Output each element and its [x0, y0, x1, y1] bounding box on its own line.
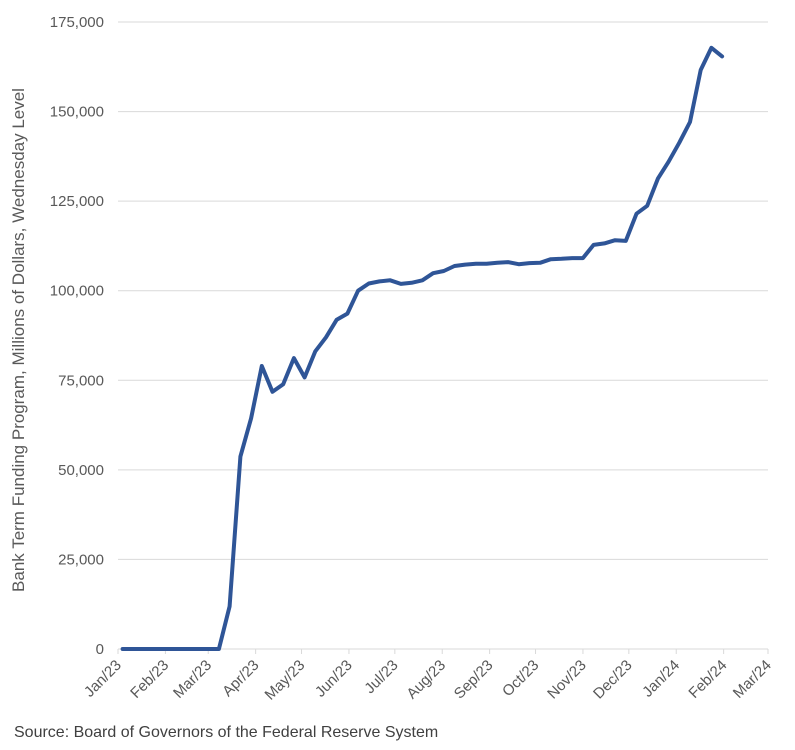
y-tick-label: 150,000	[50, 104, 104, 121]
x-tick-label: Mar/23	[170, 657, 215, 702]
y-tick-label: 75,000	[58, 372, 104, 389]
x-tick-label: Jan/24	[639, 657, 683, 701]
y-axis-title: Bank Term Funding Program, Millions of D…	[9, 88, 28, 592]
x-tick-label: May/23	[262, 657, 309, 704]
x-tick-label: Dec/23	[590, 657, 636, 703]
x-tick-label: Feb/24	[685, 657, 730, 702]
y-tick-label: 100,000	[50, 283, 104, 300]
x-tick-label: Feb/23	[127, 657, 172, 702]
x-tick-label: Mar/24	[730, 657, 775, 702]
series-line	[120, 45, 725, 651]
x-tick-label: Apr/23	[219, 657, 262, 700]
y-tick-label: 175,000	[50, 14, 104, 31]
x-tick-label: Jul/23	[361, 657, 401, 697]
x-tick-label: Oct/23	[499, 657, 542, 700]
y-tick-label: 25,000	[58, 551, 104, 568]
x-tick-label: Aug/23	[403, 657, 449, 703]
y-tick-label: 50,000	[58, 462, 104, 479]
x-tick-label: Jan/23	[81, 657, 125, 701]
x-tick-label: Nov/23	[544, 657, 590, 703]
gridlines	[118, 21, 768, 560]
y-tick-label: 125,000	[50, 193, 104, 210]
y-tick-label: 0	[96, 641, 104, 658]
source-note: Source: Board of Governors of the Federa…	[14, 724, 439, 741]
y-axis-ticks: 0 25,000 50,000 75,000 100,000 125,000 150,000…	[50, 14, 104, 658]
x-tick-label: Jun/23	[312, 657, 356, 701]
series-group	[120, 45, 725, 651]
x-tick-label: Sep/23	[451, 657, 497, 703]
